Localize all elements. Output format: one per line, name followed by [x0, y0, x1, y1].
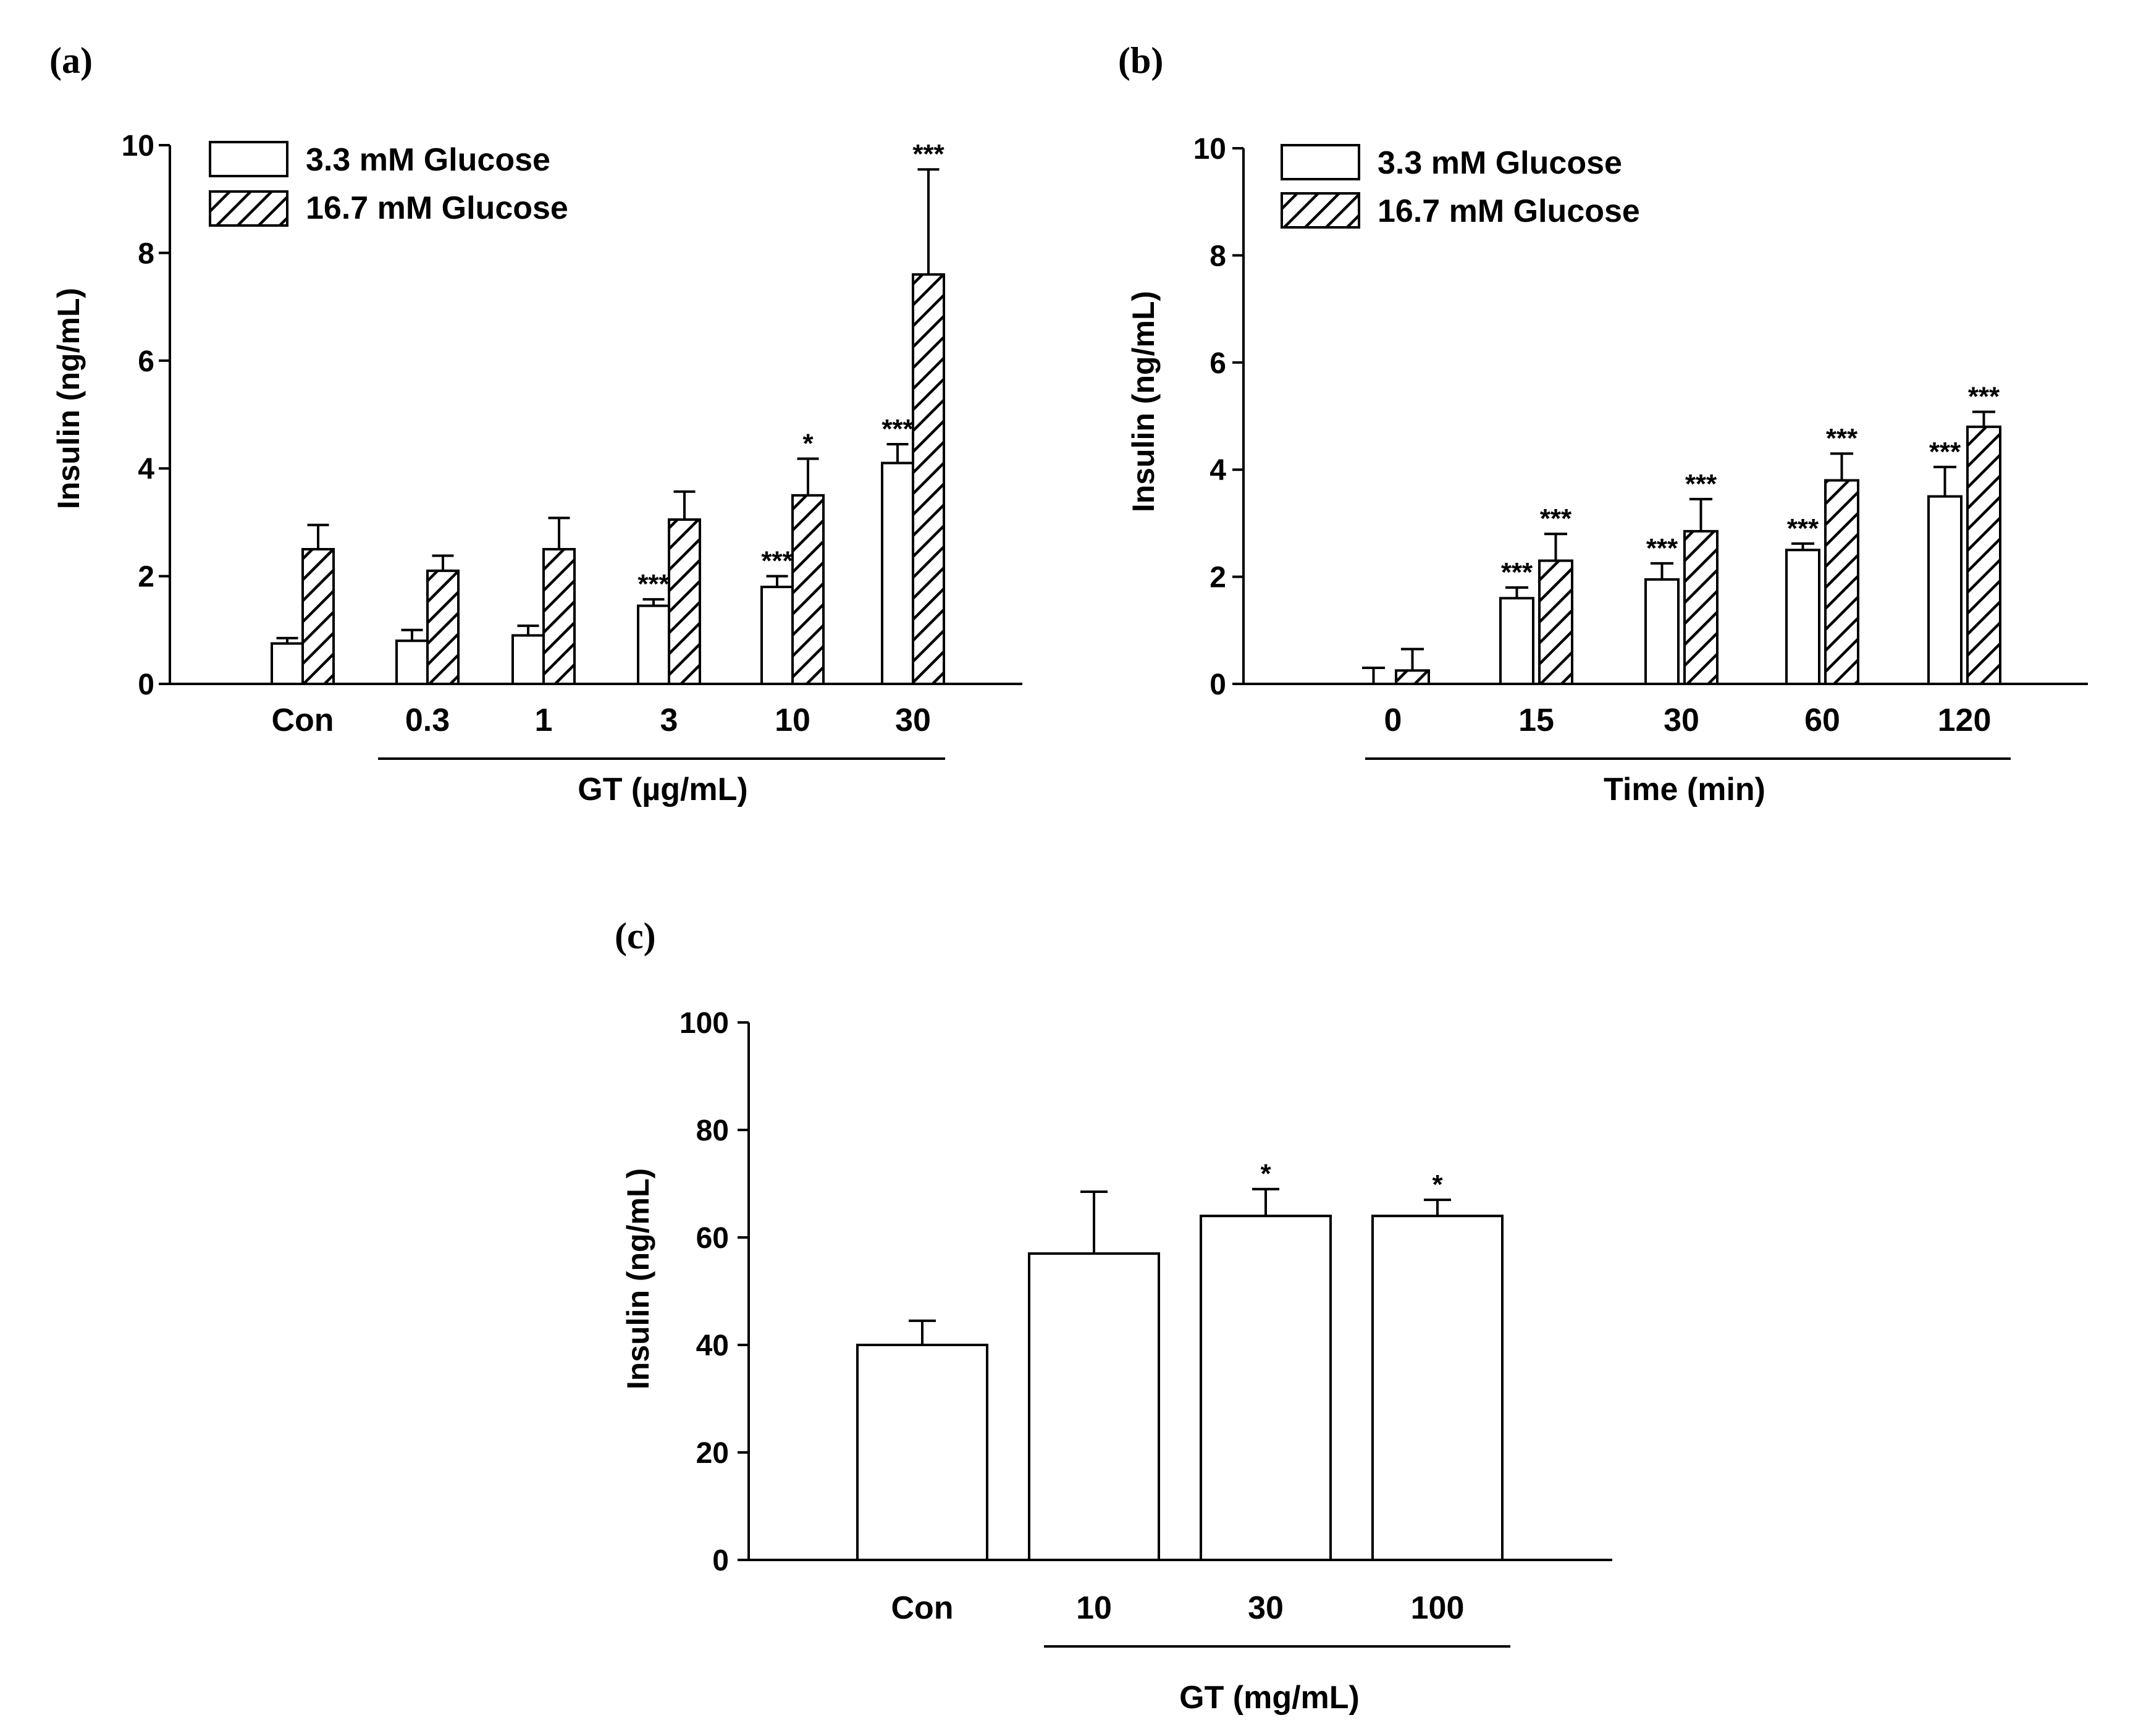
- legend-label-3-3mm: 3.3 mM Glucose: [1378, 145, 1622, 181]
- panel-b-chart: (b) Insulin (ng/mL) Time (min) 3.3 mM Gl…: [1118, 40, 2088, 807]
- y-tick-label: 100: [679, 1007, 729, 1040]
- panel-b-y-axis-title: Insulin (ng/mL): [1126, 291, 1161, 512]
- bar-open: [1785, 549, 1820, 685]
- y-tick-label: 2: [138, 561, 154, 594]
- significance-marker: ***: [1685, 469, 1717, 499]
- bar-open: [881, 461, 914, 685]
- panel-a-chart: (a) Insulin (ng/mL) GT (µg/mL) 3.3 mM Gl…: [49, 40, 1022, 807]
- panel-b-x-axis-title: Time (min): [1604, 772, 1765, 807]
- bar-open: [760, 586, 794, 685]
- bar-open: [511, 634, 545, 686]
- bar-hatched: [426, 569, 460, 685]
- y-tick-label: 4: [1210, 454, 1226, 487]
- x-category-label: 120: [1938, 702, 1992, 738]
- x-category-label: Con: [271, 702, 334, 738]
- panel-c-x-axis-title: GT (mg/mL): [1179, 1680, 1360, 1716]
- bar-open: [856, 1344, 988, 1561]
- y-tick-label: 60: [696, 1222, 729, 1255]
- x-category-label: 30: [895, 702, 931, 738]
- significance-marker: ***: [637, 569, 670, 599]
- y-tick-label: 80: [696, 1114, 729, 1147]
- significance-marker: ***: [1968, 382, 2000, 412]
- bar-hatched: [912, 273, 945, 685]
- y-tick-label: 0: [1210, 668, 1226, 701]
- significance-marker: ***: [1826, 423, 1858, 453]
- legend-label-3-3mm: 3.3 mM Glucose: [306, 142, 550, 178]
- bar-hatched: [1824, 479, 1859, 685]
- panel-a-x-axis-title: GT (µg/mL): [578, 772, 747, 807]
- panel-c-label: (c): [615, 916, 656, 956]
- x-category-label: 100: [1411, 1590, 1465, 1626]
- bar-hatched: [791, 494, 825, 685]
- x-category-label: 10: [1076, 1590, 1112, 1626]
- bar-hatched: [1395, 669, 1430, 685]
- y-tick-label: 0: [138, 668, 154, 701]
- panel-b-label: (b): [1118, 40, 1163, 81]
- y-tick-label: 6: [1210, 347, 1226, 380]
- significance-marker: *: [1260, 1159, 1271, 1189]
- panel-a-legend: 3.3 mM Glucose 16.7 mM Glucose: [209, 141, 568, 227]
- panel-c-plot: 0 20 40 60 80 100 Con 10 * 30 * 100: [679, 1007, 1612, 1648]
- panel-b-legend: 3.3 mM Glucose 16.7 mM Glucose: [1281, 144, 1640, 229]
- y-tick-label: 4: [138, 453, 154, 486]
- bar-hatched: [668, 518, 701, 685]
- significance-marker: ***: [1501, 557, 1533, 588]
- bar-open: [1927, 495, 1963, 685]
- significance-marker: ***: [1787, 513, 1819, 544]
- bar-open: [271, 642, 304, 685]
- x-category-label: 60: [1804, 702, 1840, 738]
- legend-label-16-7mm: 16.7 mM Glucose: [1378, 193, 1640, 229]
- panel-a-label: (a): [49, 40, 93, 81]
- panel-c-y-axis-title: Insulin (ng/mL): [621, 1168, 655, 1389]
- bar-hatched: [1966, 425, 2001, 686]
- x-category-label: 15: [1518, 702, 1554, 738]
- panel-c-chart: (c) Insulin (ng/mL) GT (mg/mL) 0 20 40 60 80…: [615, 916, 1612, 1716]
- bar-hatched: [1683, 529, 1719, 686]
- x-category-label: 0: [1384, 702, 1402, 738]
- y-tick-label: 6: [138, 345, 154, 378]
- x-category-label: 3: [660, 702, 678, 738]
- legend-swatch-open: [1281, 144, 1360, 180]
- y-tick-label: 40: [696, 1329, 729, 1362]
- y-tick-label: 8: [138, 237, 154, 270]
- significance-marker: ***: [881, 414, 914, 444]
- bar-open: [1644, 578, 1680, 685]
- bar-open: [637, 604, 670, 685]
- x-category-label: 10: [775, 702, 810, 738]
- legend-swatch-hatched: [1281, 192, 1360, 229]
- panel-a-y-axis-title: Insulin (ng/mL): [51, 288, 86, 509]
- bar-hatched: [1538, 559, 1573, 686]
- significance-marker: ***: [1646, 533, 1678, 563]
- x-category-label: 30: [1248, 1590, 1284, 1626]
- significance-marker: *: [1432, 1169, 1443, 1200]
- significance-marker: ***: [912, 139, 944, 169]
- panel-b-plot: 02468100******15******30******60******12…: [1193, 133, 2088, 760]
- bar-open: [1028, 1252, 1160, 1561]
- x-category-label: 1: [535, 702, 553, 738]
- legend-label-16-7mm: 16.7 mM Glucose: [306, 190, 568, 226]
- significance-marker: ***: [761, 546, 793, 576]
- bar-hatched: [542, 548, 576, 685]
- bar-open: [1200, 1215, 1332, 1561]
- x-category-label: 0.3: [405, 702, 450, 738]
- y-tick-label: 8: [1210, 240, 1226, 272]
- y-tick-label: 10: [1193, 133, 1226, 166]
- significance-marker: *: [802, 429, 814, 459]
- bar-open: [1371, 1215, 1504, 1561]
- y-tick-label: 2: [1210, 562, 1226, 594]
- y-tick-label: 0: [712, 1544, 729, 1577]
- significance-marker: ***: [1929, 437, 1961, 467]
- legend-swatch-open: [209, 141, 288, 177]
- bar-open: [395, 639, 429, 685]
- significance-marker: ***: [1540, 504, 1572, 534]
- legend-swatch-hatched: [209, 190, 288, 227]
- y-tick-label: 10: [122, 130, 154, 162]
- bar-open: [1499, 597, 1534, 686]
- x-category-label: Con: [891, 1590, 953, 1626]
- y-tick-label: 20: [696, 1437, 729, 1470]
- x-category-label: 30: [1664, 702, 1699, 738]
- bar-hatched: [301, 548, 335, 685]
